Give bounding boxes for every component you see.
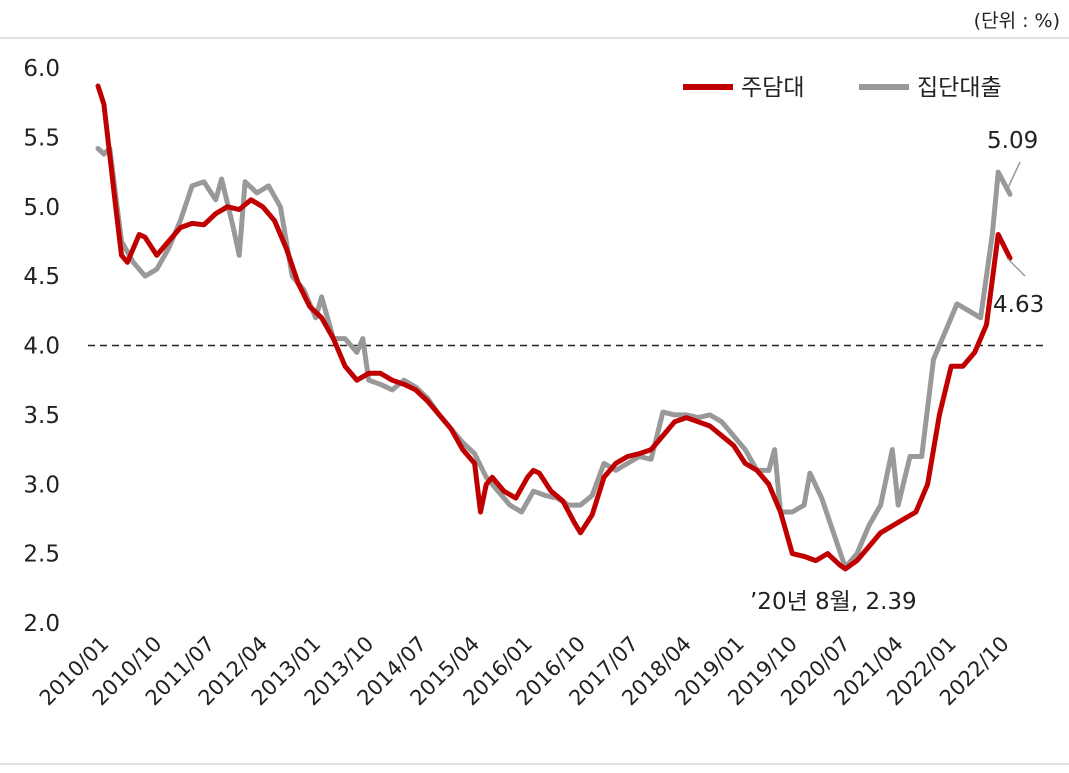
y-tick-label: 2.0	[23, 611, 60, 637]
series-line-group-loan	[95, 146, 1013, 570]
series-lines	[95, 83, 1013, 572]
y-axis-ticks: 2.0 2.5 3.0 3.5 4.0 4.5 5.0 5.5 6.0	[23, 56, 60, 637]
y-tick-label: 3.5	[23, 403, 60, 429]
unit-label: (단위 : %)	[974, 10, 1060, 32]
annotation-leader-mortgage	[1006, 257, 1026, 277]
legend-label-mortgage: 주담대	[741, 75, 804, 101]
y-tick-label: 4.5	[23, 264, 60, 290]
series-line-mortgage	[95, 83, 1013, 572]
y-tick-label: 4.0	[23, 334, 60, 360]
y-tick-label: 6.0	[23, 56, 60, 82]
annotation-group-loan-latest: 5.09	[987, 128, 1038, 154]
annotation-mortgage-low: ’20년 8월, 2.39	[750, 589, 917, 615]
y-tick-label: 3.0	[23, 472, 60, 498]
y-tick-label: 2.5	[23, 542, 60, 568]
y-tick-label: 5.5	[23, 125, 60, 151]
y-tick-label: 5.0	[23, 195, 60, 221]
legend: 주담대 집단대출	[683, 75, 1002, 101]
annotation-mortgage-latest: 4.63	[993, 292, 1044, 318]
annotation-leader-group-loan	[1006, 161, 1021, 191]
legend-label-group-loan: 집단대출	[917, 75, 1002, 101]
annotations: 5.09 4.63 ’20년 8월, 2.39	[750, 128, 1044, 615]
